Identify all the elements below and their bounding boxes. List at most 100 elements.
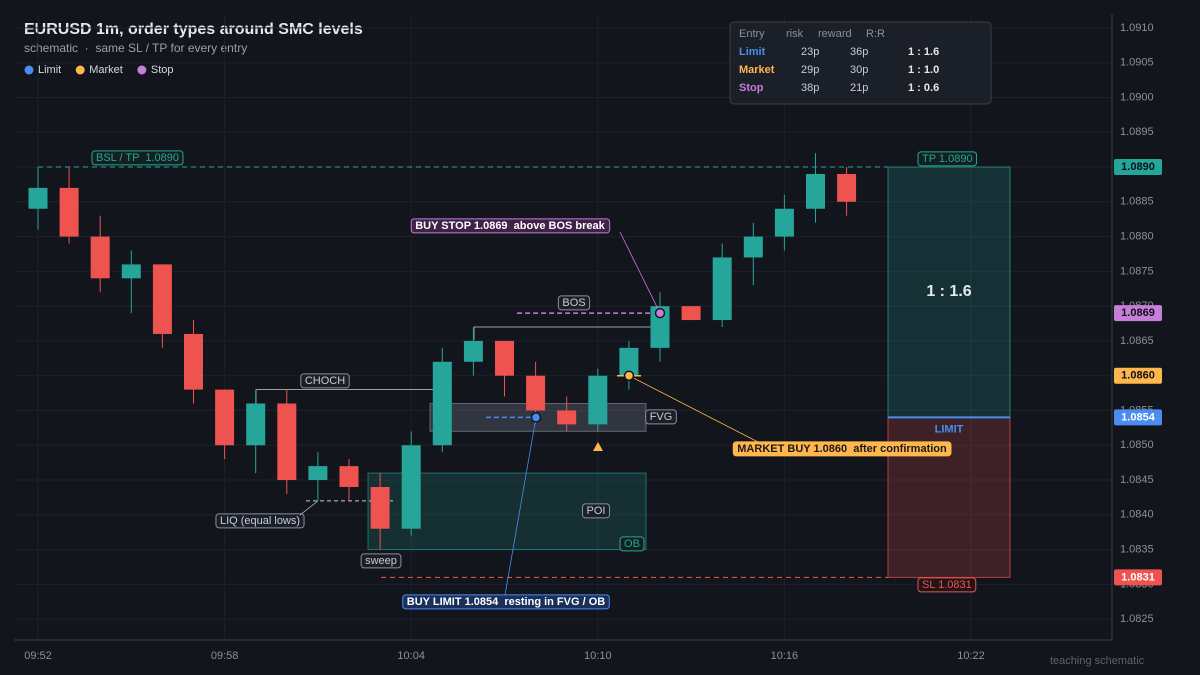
candle-body (121, 264, 141, 279)
entry-label: BUY STOP 1.0869 above BOS break (415, 220, 605, 232)
candle-body (277, 403, 297, 481)
fvg-label-box (645, 409, 677, 425)
footer: teaching schematic (1050, 655, 1145, 667)
entry-label-box (402, 594, 610, 610)
price-tag (1114, 305, 1162, 322)
price-tag-label: 1.0831 (1121, 571, 1155, 583)
candle-body (619, 347, 639, 376)
candle-body (339, 466, 359, 487)
chart-subtitle: schematic · same SL / TP for every entry (24, 41, 247, 55)
sl-label-box (917, 577, 977, 593)
sweep-label-box (360, 553, 402, 569)
candle-body (152, 264, 172, 334)
table-cell: 30p (850, 64, 868, 76)
sweep-label: sweep (365, 555, 397, 567)
entry-label-box (732, 441, 952, 457)
entry-type: LIMIT (935, 423, 964, 435)
y-tick-label: 1.0835 (1120, 543, 1154, 555)
x-tick-label: 09:52 (24, 650, 52, 662)
candle-body (401, 445, 421, 529)
y-tick-label: 1.0895 (1120, 126, 1154, 138)
candle-body (28, 187, 48, 209)
table-cell: Limit (739, 46, 766, 58)
table-cell: 1 : 0.6 (908, 82, 939, 94)
confirmation-marker (593, 442, 603, 451)
x-tick-label: 10:16 (771, 650, 799, 662)
price-tag (1114, 569, 1162, 586)
candle-body (712, 257, 732, 321)
y-tick-label: 1.0845 (1120, 474, 1154, 486)
candle-body (246, 403, 266, 446)
candle-body (526, 375, 546, 411)
y-tick-label: 1.0905 (1120, 57, 1154, 69)
y-tick-label: 1.0910 (1120, 22, 1154, 34)
y-tick-label: 1.0885 (1120, 196, 1154, 208)
entry-label: BUY LIMIT 1.0854 resting in FVG / OB (407, 596, 606, 608)
price-tag-label: 1.0854 (1121, 411, 1156, 423)
bsl-label: BSL / TP 1.0890 (96, 152, 179, 164)
price-tag-label: 1.0869 (1121, 307, 1155, 319)
entry-label: MARKET BUY 1.0860 after confirmation (737, 443, 947, 455)
fvg-label: FVG (650, 411, 673, 423)
y-tick-label: 1.0875 (1120, 265, 1154, 277)
table-cell: 36p (850, 46, 868, 58)
table-cell: 23p (801, 46, 819, 58)
entry-marker (623, 370, 635, 381)
candle-body (90, 236, 110, 279)
price-tag (1114, 409, 1162, 426)
price-tag-label: 1.0860 (1121, 370, 1155, 382)
poi-label-box (582, 503, 610, 519)
candle-body (308, 466, 328, 481)
leader-line (299, 500, 319, 516)
y-tick-label: 1.0880 (1120, 230, 1154, 242)
legend-marker (137, 65, 147, 75)
candle-body (59, 187, 79, 237)
legend-label: Market (89, 64, 123, 76)
candle-body (370, 486, 390, 529)
candle-body (215, 389, 235, 446)
candle-body (806, 173, 825, 209)
poi-label: POI (587, 505, 606, 517)
sl-label: SL 1.0831 (922, 579, 972, 591)
candle-body (681, 306, 701, 321)
candle-body (184, 333, 203, 390)
candle-body (650, 306, 670, 348)
legend-label: Stop (151, 64, 174, 76)
price-tag (1114, 159, 1162, 176)
entry-marker (654, 307, 666, 319)
candle-body (557, 410, 577, 425)
tp-label-box (917, 151, 978, 167)
chart-title: EURUSD 1m, order types around SMC levels (24, 21, 363, 38)
ob-label-box (619, 536, 645, 552)
table-cell: Market (739, 64, 775, 76)
bsl-label-box (91, 150, 184, 166)
candle-body (432, 361, 452, 446)
table-header: risk (786, 28, 804, 40)
y-tick-label: 1.0850 (1120, 439, 1154, 451)
price-tag-label: 1.0890 (1121, 161, 1155, 173)
entry-label-box (410, 218, 611, 234)
x-tick-label: 10:10 (584, 650, 612, 662)
y-tick-label: 1.0865 (1120, 335, 1154, 347)
leader-line (628, 375, 761, 444)
choch-label: CHOCH (305, 375, 345, 387)
leader-line (504, 417, 537, 596)
liq-label: LIQ (equal lows) (220, 515, 300, 527)
tp-label: TP 1.0890 (922, 153, 973, 165)
x-tick-label: 09:58 (211, 650, 239, 662)
candle-body (774, 208, 794, 237)
choch-label-box (300, 373, 350, 389)
y-tick-label: 1.0900 (1120, 91, 1154, 103)
candle-body (588, 375, 608, 425)
leader-line (619, 231, 661, 314)
candle-body (837, 173, 857, 202)
candle-body (463, 340, 483, 362)
table-header: R:R (866, 28, 885, 40)
table-cell: 29p (801, 64, 819, 76)
table-cell: Stop (739, 82, 764, 94)
ob-label: OB (624, 538, 640, 550)
bos-label-box (557, 295, 591, 311)
price-tag (1114, 367, 1162, 384)
x-tick-label: 10:22 (957, 650, 985, 662)
liq-label-box (215, 513, 305, 529)
